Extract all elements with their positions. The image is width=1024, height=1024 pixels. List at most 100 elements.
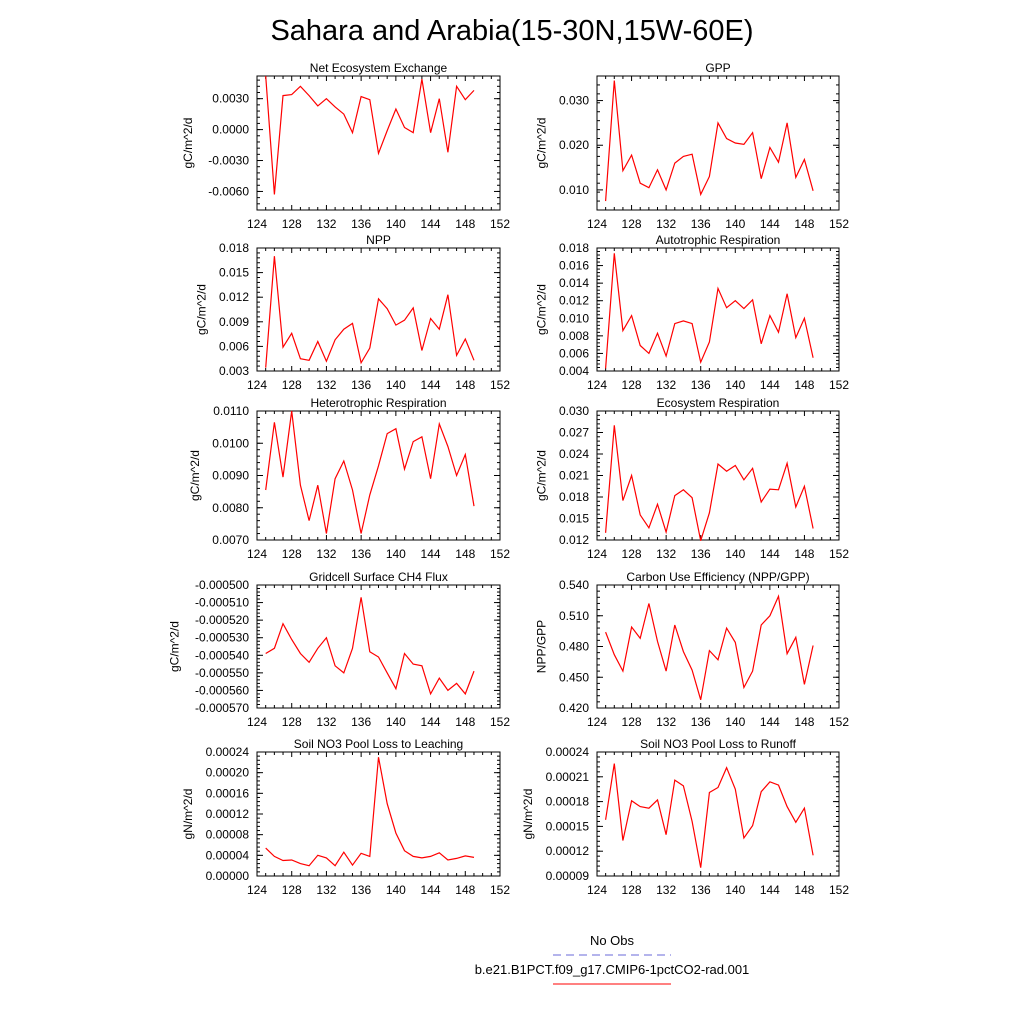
y-tick-label: 0.00024: [206, 745, 250, 759]
y-axis-label: NPP/GPP: [535, 620, 549, 673]
series-line: [265, 75, 475, 195]
legend: No Obs b.e21.B1PCT.f09_g17.CMIP6-1pctCO2…: [475, 933, 750, 985]
y-tick-label: 0.510: [559, 609, 589, 623]
x-tick-label: 124: [587, 217, 607, 231]
y-tick-label: 0.0000: [212, 123, 249, 137]
x-tick-label: 144: [760, 378, 780, 392]
panel-7: Gridcell Surface CH4 Flux 124 128 132 136 140…: [168, 570, 511, 729]
y-tick-label: 0.00004: [206, 848, 250, 862]
series-line: [605, 80, 814, 202]
x-tick-label: 124: [247, 378, 267, 392]
y-tick-label: 0.450: [559, 670, 589, 684]
x-tick-label: 128: [622, 217, 642, 231]
y-tick-label: 0.0070: [212, 533, 249, 547]
panel-title: Net Ecosystem Exchange: [310, 61, 448, 75]
y-tick-label: 0.012: [559, 294, 589, 308]
y-tick-label: -0.000550: [195, 666, 249, 680]
plot-frame: [596, 584, 840, 709]
panel-5: Heterotrophic Respiration 124 128 132 136 140…: [188, 396, 511, 561]
x-tick-label: 140: [386, 378, 406, 392]
y-tick-label: 0.0030: [212, 92, 249, 106]
x-tick-label: 152: [490, 883, 510, 897]
x-tick-label: 132: [656, 378, 676, 392]
y-tick-label: 0.009: [219, 315, 249, 329]
y-tick-label: -0.000500: [195, 578, 249, 592]
y-tick-label: -0.000540: [195, 648, 249, 662]
panel-title: Soil NO3 Pool Loss to Runoff: [640, 737, 797, 751]
x-tick-label: 124: [247, 547, 267, 561]
y-tick-label: 0.016: [559, 259, 589, 273]
panel-1: Net Ecosystem Exchange 124 128 132 136 140 144…: [181, 61, 510, 231]
x-tick-label: 152: [490, 217, 510, 231]
x-tick-label: 132: [656, 217, 676, 231]
x-tick-label: 136: [351, 883, 371, 897]
y-tick-label: 0.010: [559, 183, 589, 197]
panel-title: GPP: [705, 61, 730, 75]
panel-9: Soil NO3 Pool Loss to Leaching 124 128 132 1…: [181, 737, 510, 897]
y-tick-label: 0.0080: [212, 501, 249, 515]
y-axis-label: gC/m^2/d: [181, 118, 195, 169]
figure-title: Sahara and Arabia(15-30N,15W-60E): [270, 15, 753, 47]
series-line: [605, 253, 814, 369]
y-tick-label: 0.00020: [206, 766, 250, 780]
series-line: [605, 425, 814, 541]
x-tick-label: 128: [622, 883, 642, 897]
y-tick-label: 0.480: [559, 640, 589, 654]
panel-3: NPP 124 128 132 136 140 144 148 152 0.003 0.006 0.0…: [195, 233, 511, 392]
y-tick-label: 0.00012: [206, 807, 250, 821]
panel-title: Carbon Use Efficiency (NPP/GPP): [626, 570, 809, 584]
y-tick-label: -0.000560: [195, 683, 249, 697]
x-tick-label: 144: [421, 378, 441, 392]
y-tick-label: 0.00021: [546, 770, 590, 784]
x-tick-label: 152: [490, 378, 510, 392]
x-tick-label: 152: [829, 217, 849, 231]
plot-frame: [256, 751, 501, 877]
x-tick-label: 152: [490, 715, 510, 729]
y-tick-label: 0.018: [559, 241, 589, 255]
series-line: [265, 597, 475, 696]
y-tick-label: -0.000520: [195, 613, 249, 627]
x-tick-label: 152: [829, 378, 849, 392]
x-tick-label: 128: [282, 378, 302, 392]
x-tick-label: 128: [622, 547, 642, 561]
plot-frame: [256, 584, 501, 709]
x-tick-label: 140: [386, 715, 406, 729]
x-tick-label: 144: [760, 217, 780, 231]
y-tick-label: 0.018: [559, 490, 589, 504]
x-tick-label: 148: [455, 378, 475, 392]
x-tick-label: 124: [247, 217, 267, 231]
y-tick-label: 0.010: [559, 311, 589, 325]
y-axis-label: gC/m^2/d: [535, 284, 549, 335]
x-tick-label: 144: [760, 547, 780, 561]
plot-frame: [596, 75, 840, 211]
y-tick-label: 0.0100: [212, 436, 249, 450]
panel-title: Gridcell Surface CH4 Flux: [309, 570, 448, 584]
plot-frame: [256, 247, 501, 372]
x-tick-label: 140: [725, 378, 745, 392]
y-tick-label: -0.000570: [195, 701, 249, 715]
x-tick-label: 140: [386, 883, 406, 897]
x-tick-label: 124: [587, 883, 607, 897]
y-tick-label: 0.00016: [206, 786, 250, 800]
y-tick-label: 0.0110: [213, 404, 249, 418]
x-tick-label: 124: [247, 883, 267, 897]
x-tick-label: 136: [351, 217, 371, 231]
y-tick-label: 0.012: [559, 533, 589, 547]
x-tick-label: 124: [587, 715, 607, 729]
y-tick-label: 0.021: [559, 469, 589, 483]
y-axis-label: gN/m^2/d: [521, 789, 535, 840]
plot-frame: [596, 247, 840, 372]
y-tick-label: 0.018: [219, 241, 249, 255]
y-tick-label: 0.030: [559, 404, 589, 418]
x-tick-label: 128: [282, 547, 302, 561]
x-tick-label: 132: [316, 217, 336, 231]
legend-label-obs: No Obs: [590, 933, 635, 948]
y-tick-label: 0.020: [559, 138, 589, 152]
y-tick-label: -0.000530: [195, 631, 249, 645]
series-line: [265, 757, 475, 867]
x-tick-label: 140: [386, 547, 406, 561]
panel-2: GPP 124 128 132 136 140 144 148 152 0.010 0.020 0.0…: [535, 61, 850, 231]
legend-label-model: b.e21.B1PCT.f09_g17.CMIP6-1pctCO2-rad.00…: [475, 962, 750, 977]
x-tick-label: 128: [622, 715, 642, 729]
